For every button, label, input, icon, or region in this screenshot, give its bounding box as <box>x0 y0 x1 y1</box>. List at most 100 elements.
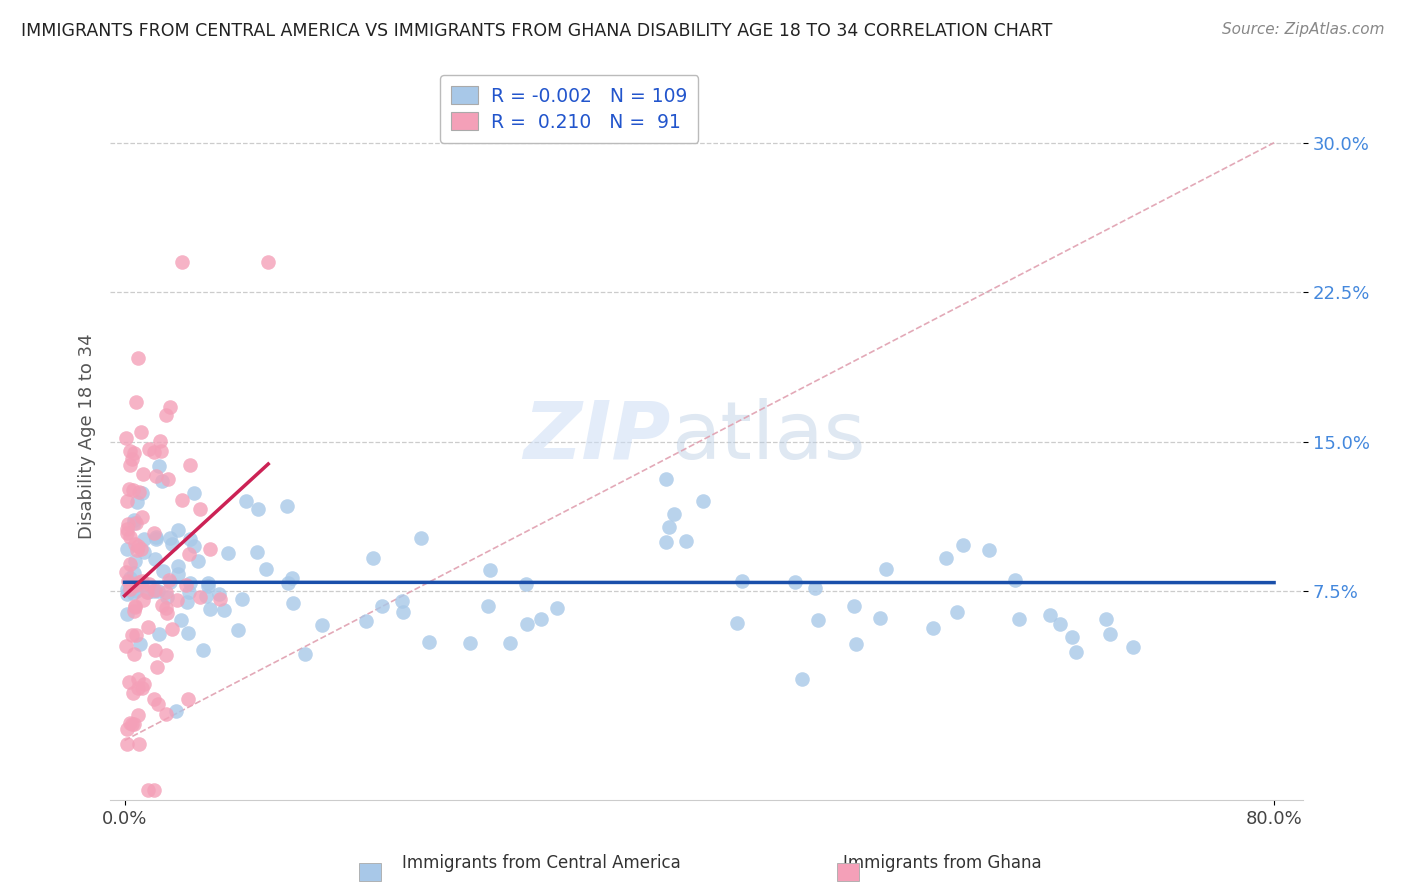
Point <box>935 551 957 566</box>
Point <box>845 637 868 651</box>
Point <box>145 532 167 546</box>
Point <box>170 255 193 269</box>
Point <box>124 554 146 568</box>
Point <box>134 532 156 546</box>
Point <box>188 501 211 516</box>
Point <box>128 575 150 590</box>
Point <box>166 567 188 582</box>
Point <box>217 546 239 560</box>
Point <box>176 595 198 609</box>
Point <box>127 351 149 365</box>
Point <box>118 582 141 596</box>
Point <box>125 628 148 642</box>
Point <box>128 737 150 751</box>
Point <box>145 552 167 566</box>
Point <box>477 599 499 614</box>
Point <box>121 586 143 600</box>
Point <box>869 611 891 625</box>
Point <box>226 623 249 637</box>
Point <box>118 582 141 596</box>
Point <box>124 599 146 614</box>
Point <box>418 634 440 648</box>
Point <box>516 616 538 631</box>
Point <box>160 622 183 636</box>
Point <box>209 591 232 606</box>
Point <box>149 434 172 448</box>
Point <box>152 564 174 578</box>
Point <box>122 685 145 699</box>
Point <box>127 681 149 696</box>
Point <box>1099 627 1122 641</box>
Point <box>1094 612 1116 626</box>
Point <box>145 468 167 483</box>
Point <box>179 575 201 590</box>
Legend: R = -0.002   N = 109, R =  0.210   N =  91: R = -0.002 N = 109, R = 0.210 N = 91 <box>440 75 699 143</box>
Point <box>115 494 138 508</box>
Point <box>125 495 148 509</box>
Point <box>121 578 143 592</box>
Point <box>783 575 806 590</box>
Point <box>277 576 299 591</box>
Point <box>121 451 143 466</box>
Point <box>515 577 537 591</box>
Point <box>276 499 298 513</box>
Point <box>979 542 1001 557</box>
Point <box>790 672 813 686</box>
Point <box>125 516 148 530</box>
Point <box>124 513 146 527</box>
Point <box>391 594 413 608</box>
Point <box>725 616 748 631</box>
Point <box>658 520 681 534</box>
Point <box>546 600 568 615</box>
Point <box>155 648 177 662</box>
Point <box>117 607 139 621</box>
Point <box>118 675 141 690</box>
Point <box>115 639 138 653</box>
Point <box>945 605 967 619</box>
Point <box>143 583 166 598</box>
Point <box>136 620 159 634</box>
Point <box>117 522 139 536</box>
Point <box>117 517 139 532</box>
Point <box>190 590 212 604</box>
Point <box>117 574 139 588</box>
Point <box>129 541 152 556</box>
Point <box>128 484 150 499</box>
Point <box>124 599 146 614</box>
Point <box>197 576 219 591</box>
Point <box>146 697 169 711</box>
Point <box>129 425 152 440</box>
Point <box>121 628 143 642</box>
Point <box>120 571 142 585</box>
Point <box>143 526 166 541</box>
Point <box>125 584 148 599</box>
Text: Source: ZipAtlas.com: Source: ZipAtlas.com <box>1222 22 1385 37</box>
Point <box>499 636 522 650</box>
Point <box>692 493 714 508</box>
Point <box>363 550 385 565</box>
Point <box>235 493 257 508</box>
Point <box>167 523 190 537</box>
Point <box>194 590 217 604</box>
Point <box>157 574 180 588</box>
Point <box>122 566 145 580</box>
Point <box>281 596 304 610</box>
Point <box>121 717 143 731</box>
Point <box>392 605 415 619</box>
Point <box>208 586 231 600</box>
Point <box>176 692 198 706</box>
Point <box>143 692 166 706</box>
Point <box>132 545 155 559</box>
Point <box>127 708 149 723</box>
Point <box>354 615 377 629</box>
Point <box>922 621 945 635</box>
Point <box>145 530 167 544</box>
Point <box>150 475 173 489</box>
Point <box>143 444 166 458</box>
Point <box>127 672 149 686</box>
Point <box>118 530 141 544</box>
Point <box>1060 630 1083 644</box>
Point <box>120 458 142 472</box>
Point <box>371 599 394 614</box>
Point <box>124 537 146 551</box>
